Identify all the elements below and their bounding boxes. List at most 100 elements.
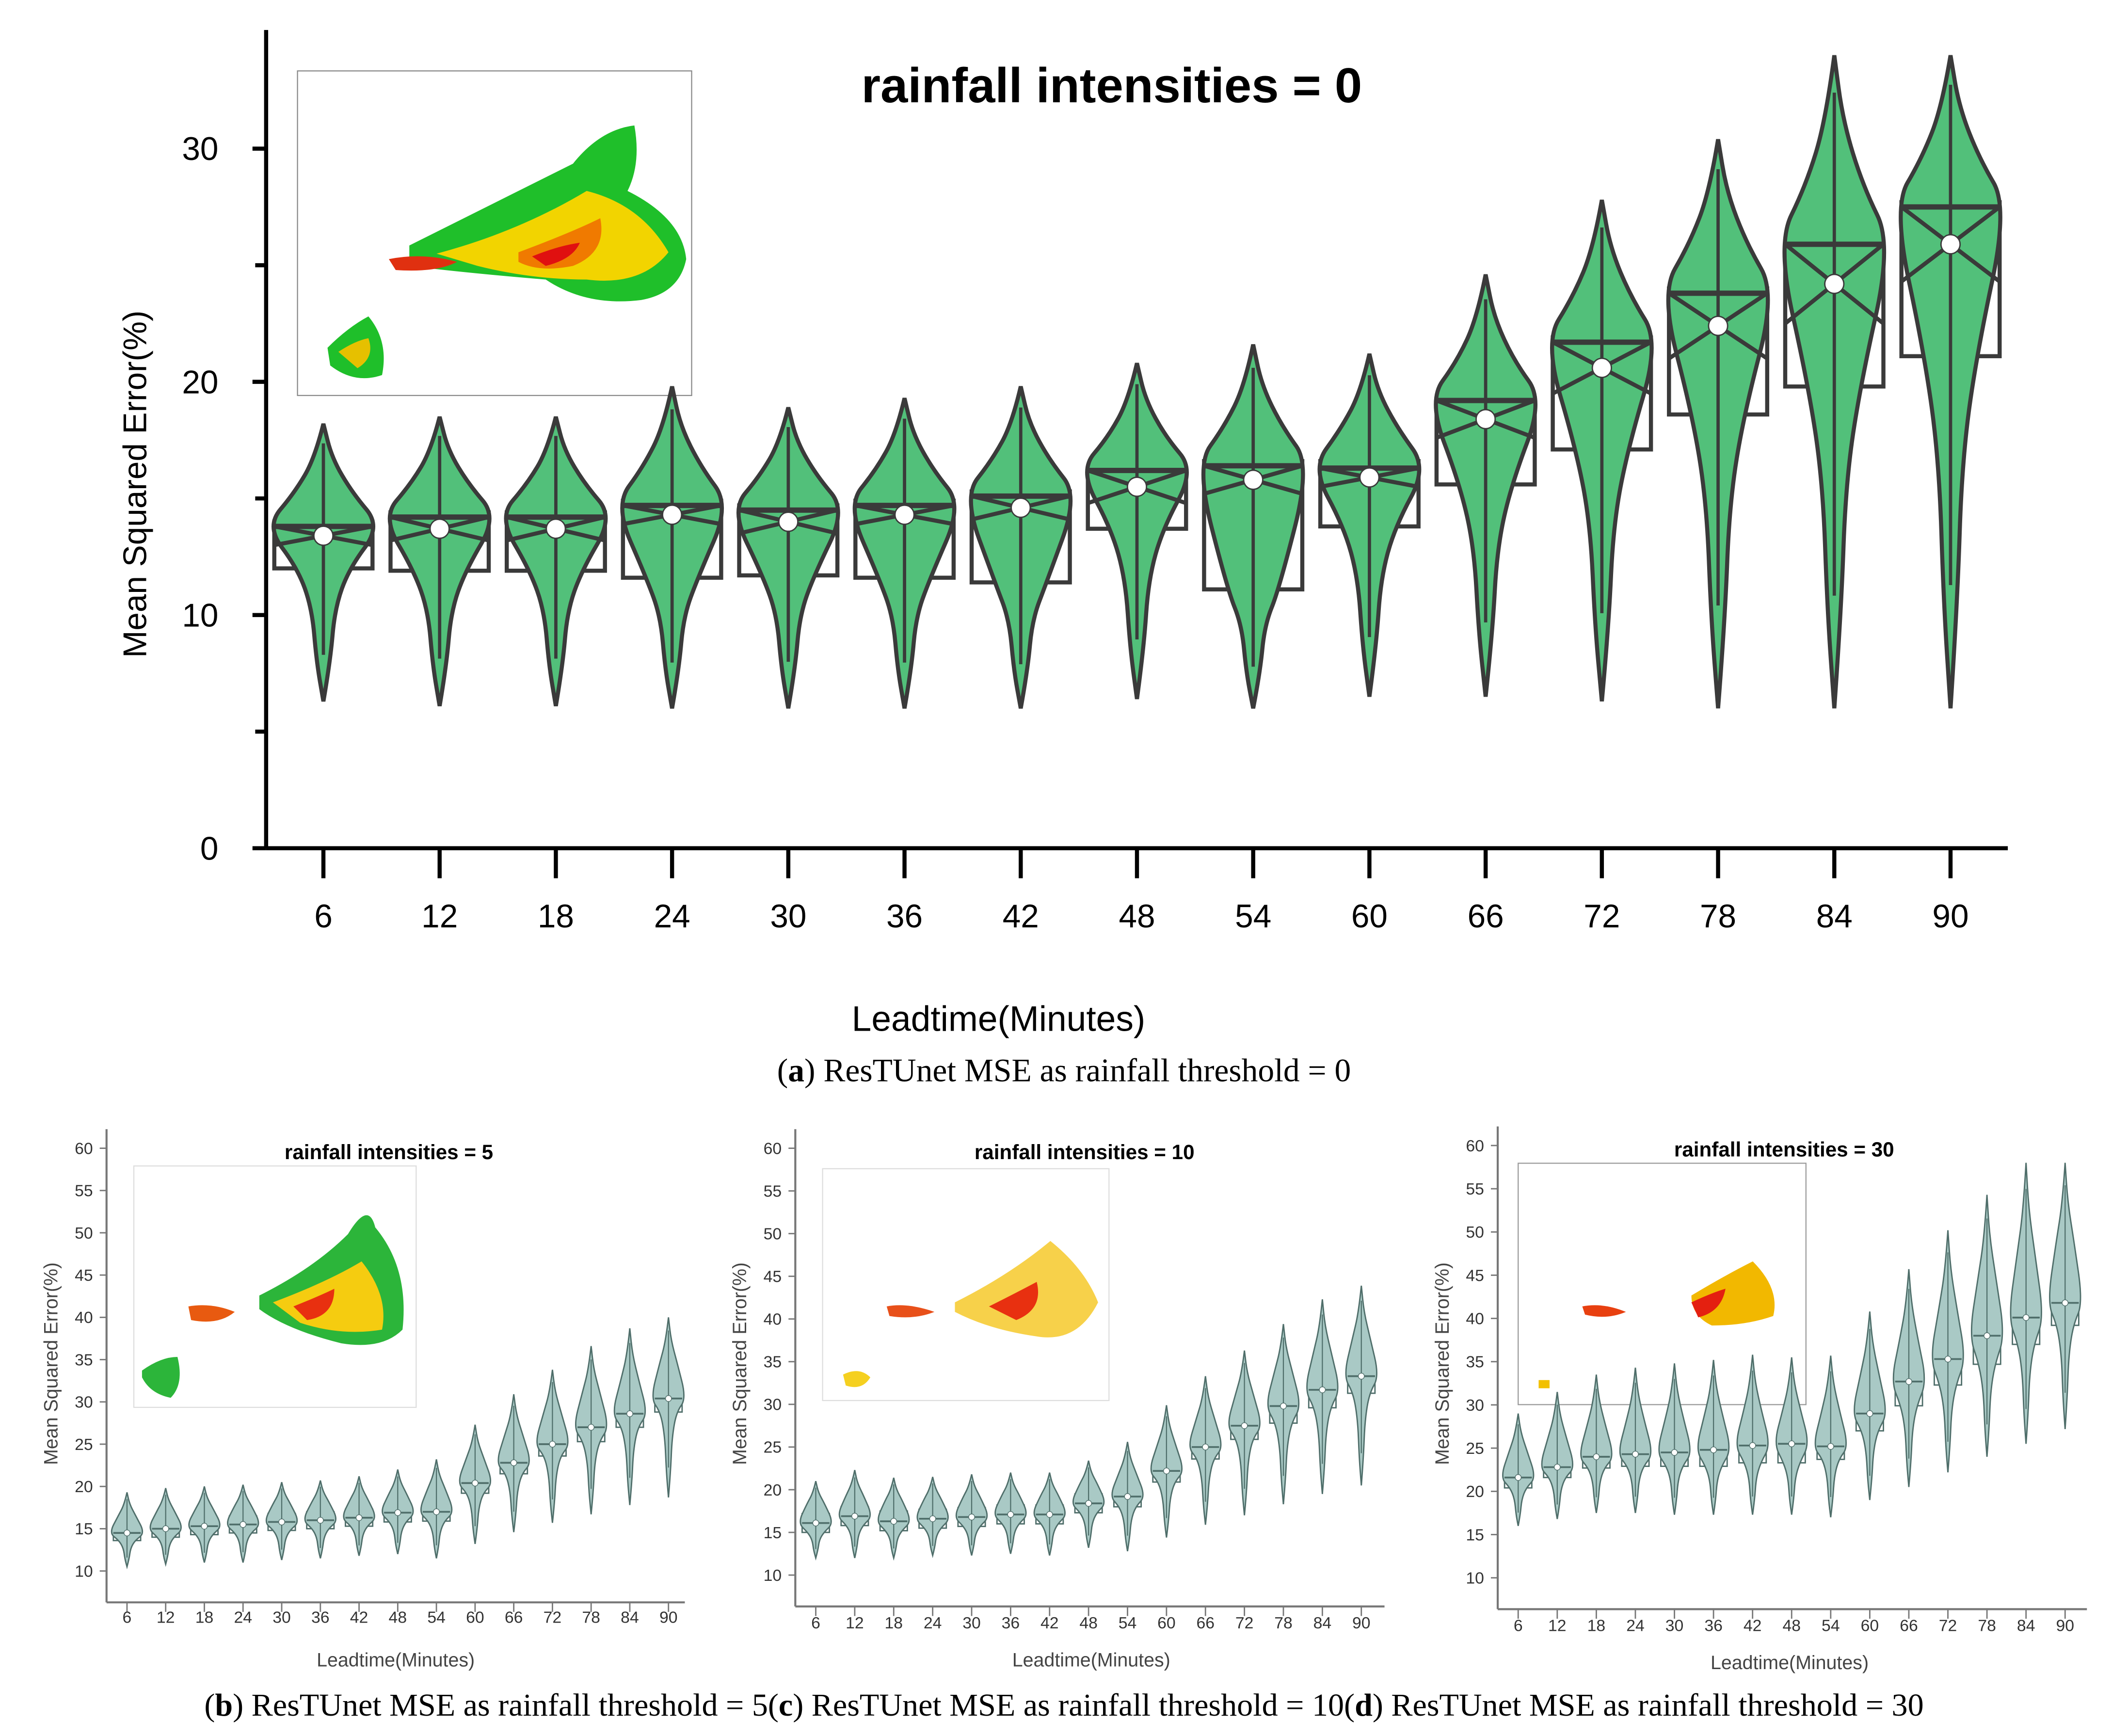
x-tick-label: 78 [582, 1609, 600, 1627]
caption-d-text: ResTUnet MSE as rainfall threshold = 30 [1391, 1688, 1923, 1723]
mean-point [968, 1513, 975, 1521]
y-tick-label: 60 [764, 1139, 782, 1158]
inset-radar-map-d [1518, 1163, 1807, 1405]
violin-6 [1502, 1413, 1535, 1526]
violin-48 [1072, 1460, 1105, 1548]
y-tick-label: 25 [75, 1435, 93, 1454]
violin-78 [1666, 139, 1770, 709]
mean-point [1553, 1464, 1561, 1471]
chart-c: 10 15 20 25 30 35 40 45 50 55 60 6 12 18 24 30 36 42 48 54 6… [729, 1129, 1385, 1671]
violin-66 [1189, 1376, 1222, 1525]
violin-12 [1541, 1392, 1573, 1519]
x-tick-label: 54 [427, 1609, 446, 1627]
y-tick-label: 10 [75, 1562, 93, 1580]
violin-6 [272, 423, 375, 702]
x-tick-label: 36 [1704, 1616, 1723, 1635]
x-tick-label: 60 [466, 1609, 484, 1627]
violin-78 [1267, 1324, 1300, 1505]
mean-point [778, 511, 799, 532]
y-tick-label: 20 [182, 364, 218, 400]
violin-30 [955, 1474, 988, 1556]
violin-60 [459, 1424, 492, 1545]
violin-60 [1317, 353, 1422, 697]
x-tick-label: 12 [1548, 1616, 1567, 1635]
mean-point [471, 1480, 479, 1487]
mean-point [1905, 1378, 1912, 1385]
caption-b-text: ResTUnet MSE as rainfall threshold = 5 [252, 1688, 768, 1723]
x-tick-label: 90 [1932, 898, 1968, 935]
y-tick-label: 50 [75, 1224, 93, 1242]
violin-66 [1892, 1269, 1925, 1487]
x-tick-label: 54 [1119, 1614, 1137, 1632]
mean-point [1632, 1450, 1639, 1458]
mean-point [1710, 1446, 1717, 1453]
mean-point [549, 1441, 556, 1448]
mean-point [510, 1459, 517, 1466]
violin-60 [1150, 1405, 1183, 1538]
x-tick-label: 72 [544, 1609, 562, 1627]
y-tick-label: 35 [764, 1353, 782, 1371]
violin-6 [111, 1492, 144, 1570]
violin-60 [1854, 1311, 1886, 1500]
caption-c-letter: c [779, 1688, 793, 1723]
mean-point [1788, 1440, 1795, 1448]
x-tick-label: 84 [1816, 898, 1853, 935]
y-tick-label: 25 [764, 1438, 782, 1457]
caption-a: (a) ResTUnet MSE as rainfall threshold =… [777, 1052, 1351, 1089]
violin-42 [1033, 1472, 1066, 1556]
y-tick-label: 20 [1466, 1482, 1484, 1501]
x-tick-label: 18 [1587, 1616, 1606, 1635]
y-tick-label: 15 [764, 1524, 782, 1542]
x-tick-label: 72 [1584, 898, 1620, 935]
violin-78 [1970, 1194, 2003, 1457]
x-tick-label: 84 [2017, 1616, 2035, 1635]
y-tick-label: 20 [764, 1481, 782, 1499]
x-tick-label: 90 [2056, 1616, 2074, 1635]
y-axis-label: Mean Squared Error(%) [729, 1262, 751, 1465]
mean-point [662, 504, 683, 525]
y-tick-label: 20 [75, 1478, 93, 1496]
inset-radar-map-c [822, 1168, 1110, 1402]
x-tick-label: 6 [314, 898, 333, 935]
violin-84 [2010, 1163, 2042, 1444]
x-tick-label: 12 [421, 898, 458, 935]
y-tick-label: 30 [764, 1396, 782, 1414]
x-tick-label: 48 [389, 1609, 407, 1627]
chart-title: rainfall intensities = 30 [1674, 1138, 1894, 1161]
caption-bcd: (b) ResTUnet MSE as rainfall threshold =… [204, 1688, 1923, 1723]
mean-point [429, 518, 450, 539]
violin-36 [304, 1480, 336, 1559]
y-tick-label: 40 [764, 1310, 782, 1329]
mean-point [665, 1395, 672, 1402]
y-tick-label: 15 [1466, 1526, 1484, 1544]
violin-12 [838, 1470, 871, 1559]
violin-24 [227, 1484, 259, 1563]
x-tick-label: 18 [195, 1609, 214, 1627]
y-tick-label: 35 [75, 1351, 93, 1369]
mean-point [1007, 1511, 1014, 1518]
x-tick-label: 72 [1939, 1616, 1957, 1635]
mean-point [2022, 1314, 2030, 1321]
violin-30 [1658, 1363, 1691, 1515]
violin-54 [1111, 1442, 1144, 1551]
y-tick-label: 0 [200, 830, 219, 867]
mean-point [394, 1509, 401, 1516]
x-tick-label: 48 [1119, 898, 1155, 935]
x-tick-label: 6 [811, 1614, 820, 1632]
x-tick-label: 66 [505, 1609, 523, 1627]
x-tick-label: 24 [654, 898, 690, 935]
y-tick-label: 30 [182, 131, 218, 167]
mean-point [1827, 1443, 1834, 1450]
mean-point [1708, 316, 1728, 336]
caption-a-text: ResTUnet MSE as rainfall threshold = 0 [823, 1052, 1351, 1089]
mean-point [1010, 497, 1031, 518]
x-tick-label: 66 [1900, 1616, 1918, 1635]
mean-point [1124, 1493, 1131, 1500]
violin-90 [1345, 1285, 1377, 1486]
mean-point [1824, 273, 1845, 294]
x-tick-label: 12 [157, 1609, 175, 1627]
y-axis-label: Mean Squared Error(%) [40, 1262, 62, 1465]
x-tick-label: 78 [1274, 1614, 1293, 1632]
y-tick-label: 15 [75, 1520, 93, 1538]
mean-point [1866, 1410, 1873, 1417]
